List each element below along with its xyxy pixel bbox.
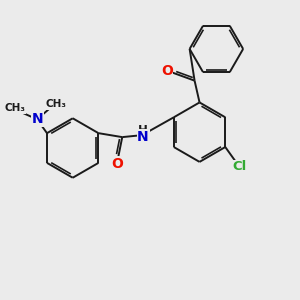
Text: N: N bbox=[31, 112, 43, 126]
Text: H: H bbox=[138, 124, 148, 137]
Text: N: N bbox=[137, 130, 149, 144]
Text: O: O bbox=[161, 64, 173, 78]
Text: CH₃: CH₃ bbox=[45, 99, 66, 110]
Text: CH₃: CH₃ bbox=[5, 103, 26, 113]
Text: O: O bbox=[111, 157, 123, 171]
Text: Cl: Cl bbox=[232, 160, 246, 173]
